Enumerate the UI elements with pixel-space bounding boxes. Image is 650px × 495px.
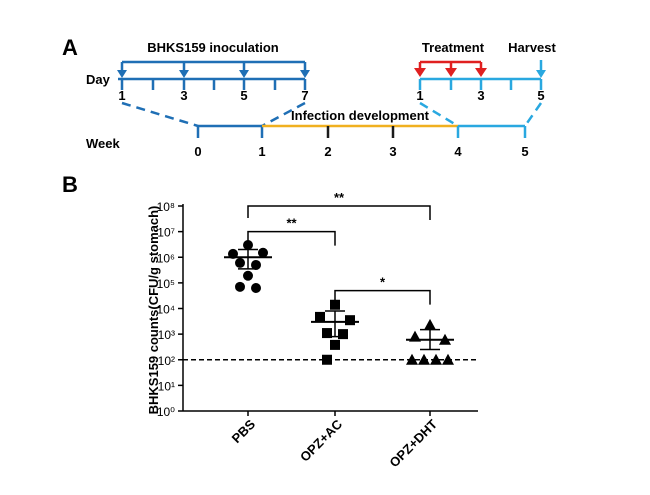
data-point <box>418 353 430 365</box>
panel-b: B BHKS159 counts(CFU/g stomach) 10⁰ 10¹ 10… <box>62 172 478 470</box>
day-tick: 5 <box>240 88 247 103</box>
week-tick: 3 <box>389 144 396 159</box>
y-axis-label: BHKS159 counts(CFU/g stomach) <box>146 206 161 415</box>
infection-label: Infection development <box>291 108 430 123</box>
treatment-label: Treatment <box>422 40 485 55</box>
data-point <box>406 353 418 365</box>
week-tick: 5 <box>521 144 528 159</box>
significance-label: ** <box>286 216 297 231</box>
x-tick-label: OPZ+DHT <box>386 416 440 470</box>
y-tick-label: 10⁵ <box>157 277 175 291</box>
significance-label: ** <box>334 190 345 205</box>
significance-label: * <box>380 275 386 290</box>
panel-a: A BHKS159 inoculation Day 1 3 5 7 Treatm… <box>62 35 557 159</box>
significance-bracket <box>334 289 431 305</box>
y-tick-label: 10⁰ <box>157 405 175 419</box>
significance-bracket <box>247 230 336 246</box>
week-tick: 2 <box>324 144 331 159</box>
week-tick: 0 <box>194 144 201 159</box>
treatment-tick: 1 <box>416 88 423 103</box>
treatment-axis <box>418 77 543 90</box>
y-tick-label: 10² <box>158 354 175 368</box>
panel-label: B <box>62 172 78 197</box>
day-axis <box>118 77 307 90</box>
treatment-bracket <box>414 60 546 78</box>
data-point <box>315 311 325 322</box>
data-point <box>251 283 261 294</box>
inoculation-label: BHKS159 inoculation <box>147 40 279 55</box>
y-tick-label: 10⁶ <box>157 251 175 265</box>
zoom-lines <box>419 101 543 128</box>
data-point <box>243 240 253 251</box>
data-point <box>258 247 268 258</box>
data-point <box>322 328 332 339</box>
day-label: Day <box>86 72 111 87</box>
harvest-label: Harvest <box>508 40 556 55</box>
significance-bracket <box>247 205 431 220</box>
data-point <box>251 259 261 270</box>
week-tick: 1 <box>258 144 265 159</box>
day-tick: 1 <box>118 88 125 103</box>
y-tick-label: 10¹ <box>158 379 175 393</box>
week-label: Week <box>86 136 120 151</box>
data-point <box>345 315 355 326</box>
y-tick-label: 10³ <box>158 328 175 342</box>
data-point <box>330 299 340 310</box>
panel-label: A <box>62 35 78 60</box>
data-point <box>338 329 348 340</box>
inoculation-bracket <box>117 60 310 78</box>
data-point <box>243 270 253 281</box>
data-point <box>424 318 436 330</box>
data-point <box>330 339 340 350</box>
y-tick-label: 10⁷ <box>157 226 175 240</box>
data-point <box>235 257 245 268</box>
treatment-tick: 5 <box>537 88 544 103</box>
data-point <box>235 281 245 292</box>
day-tick: 7 <box>301 88 308 103</box>
data-point <box>430 353 442 365</box>
week-axis <box>196 124 527 138</box>
y-tick-label: 10⁴ <box>156 303 175 317</box>
x-tick-label: PBS <box>229 416 259 446</box>
x-tick-label: OPZ+AC <box>297 416 346 465</box>
data-point <box>322 354 332 365</box>
day-tick: 3 <box>180 88 187 103</box>
treatment-tick: 3 <box>477 88 484 103</box>
week-tick: 4 <box>454 144 462 159</box>
data-point <box>442 353 454 365</box>
y-tick-label: 10⁸ <box>157 200 175 214</box>
zoom-lines <box>121 101 306 128</box>
